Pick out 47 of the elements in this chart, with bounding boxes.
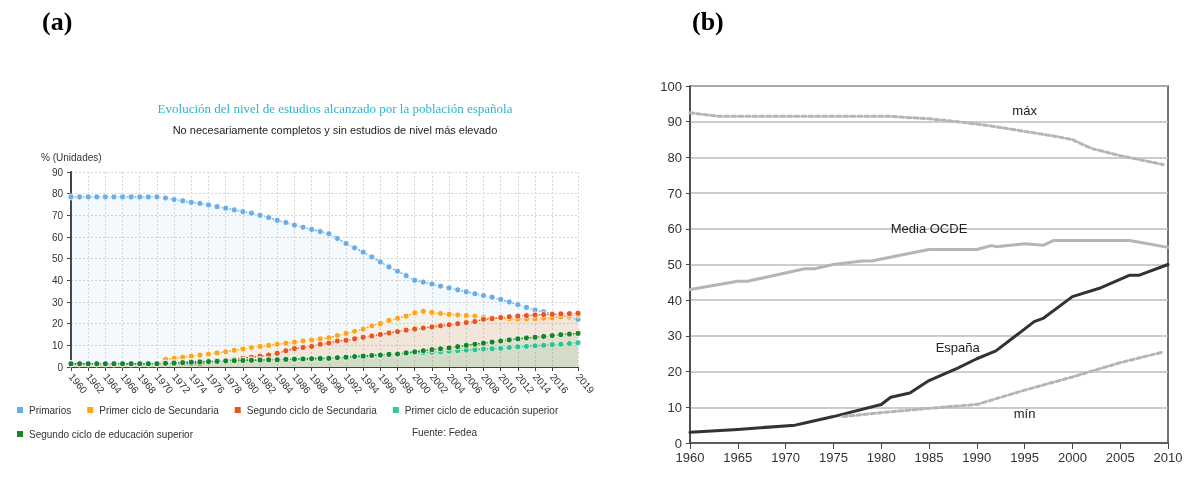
y-tick-label: 60 xyxy=(667,221,682,237)
series-label: mín xyxy=(1013,405,1036,421)
y-tick-label: 50 xyxy=(667,257,682,272)
y-tick-label: 30 xyxy=(667,328,682,344)
y-tick-label: 20 xyxy=(667,364,682,380)
y-tick-label: 90 xyxy=(51,166,64,178)
x-tick-label: 1980 xyxy=(866,450,896,465)
y-tick-label: 80 xyxy=(51,188,64,200)
x-tick-label: 1990 xyxy=(962,450,992,465)
legend-label: Primer ciclo de educación superior xyxy=(404,404,559,416)
x-tick-label: 1995 xyxy=(1010,450,1040,465)
y-tick-label: 30 xyxy=(51,296,64,308)
y-tick-label: 20 xyxy=(51,318,64,330)
y-tick-label: 100 xyxy=(660,78,682,94)
series-label: máx xyxy=(1012,102,1038,118)
x-tick-label: 1960 xyxy=(675,450,705,465)
x-tick-label: 1985 xyxy=(914,450,944,465)
y-tick-label: 70 xyxy=(667,185,682,201)
text: (b) xyxy=(692,6,724,36)
y-tick-label: 40 xyxy=(51,274,64,286)
y-tick-label: 70 xyxy=(51,209,64,221)
x-tick-label: 2000 xyxy=(1057,450,1087,465)
y-tick-label: 60 xyxy=(51,231,64,243)
y-tick-label: 0 xyxy=(57,361,64,373)
x-tick-label: 1975 xyxy=(818,450,848,465)
y-tick-label: 90 xyxy=(667,114,682,130)
y-tick-label: 50 xyxy=(51,253,64,265)
y-tick-label: 10 xyxy=(667,399,682,415)
text: (a) xyxy=(42,6,73,36)
legend-label: Segundo ciclo de Secundaria xyxy=(246,404,378,416)
x-tick-label: 1965 xyxy=(723,450,753,465)
series-label: España xyxy=(935,339,981,355)
y-axis-title: % (Unidades) xyxy=(41,151,102,163)
x-tick-label: 2010 xyxy=(1153,450,1183,465)
y-tick-label: 10 xyxy=(51,339,64,351)
y-tick-label: 80 xyxy=(667,149,682,165)
series-label: Media OCDE xyxy=(890,221,968,237)
source-note: Fuente: Fedea xyxy=(412,426,478,438)
x-tick-label: 1970 xyxy=(771,450,801,465)
y-tick-label: 0 xyxy=(674,435,682,451)
legend-label: Primer ciclo de Secundaria xyxy=(99,404,220,416)
x-tick-label: 2005 xyxy=(1105,450,1135,465)
chart-subtitle: No necesariamente completos y sin estudios de nivel más elevado xyxy=(172,123,498,136)
legend-label: Segundo ciclo de educación superior xyxy=(29,428,194,440)
legend-label: Primarios xyxy=(29,404,72,416)
chart-title: Evolución del nivel de estudios alcanzado por la población española xyxy=(157,101,513,116)
y-tick-label: 40 xyxy=(667,292,682,308)
